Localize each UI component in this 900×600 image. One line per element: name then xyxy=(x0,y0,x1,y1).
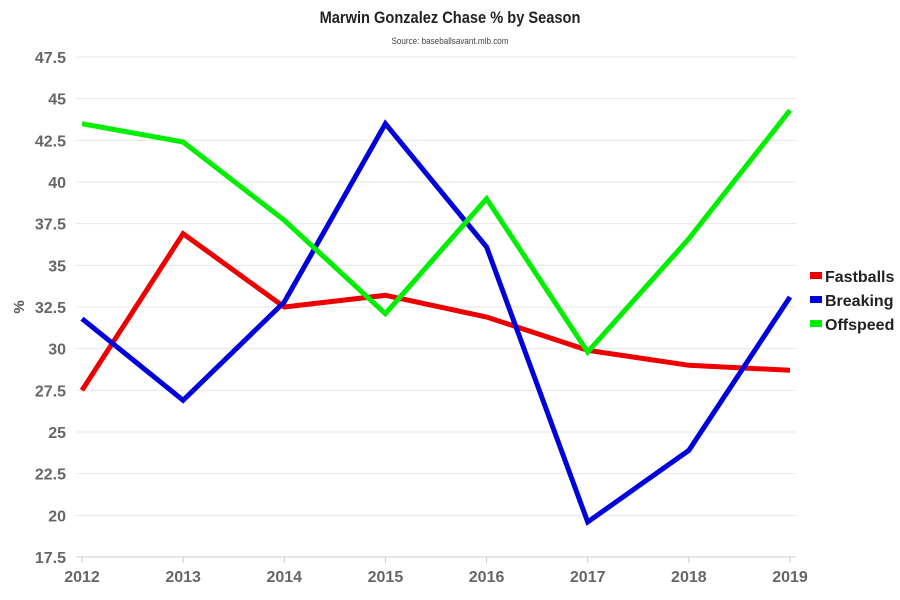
x-tick-label: 2016 xyxy=(469,569,505,586)
series xyxy=(79,108,793,526)
legend: Fastballs Breaking Offspeed xyxy=(810,269,894,334)
y-tick-label: 37.5 xyxy=(35,217,66,234)
y-tick-label: 35 xyxy=(48,258,66,275)
x-tick-label: 2018 xyxy=(671,569,707,586)
y-tick-label: 22.5 xyxy=(35,467,66,484)
series-line-fastballs xyxy=(79,230,791,392)
y-tick-label: 20 xyxy=(48,508,66,525)
y-tick-label: 27.5 xyxy=(35,383,66,400)
series-line-offspeed xyxy=(81,108,792,357)
y-tick-label: 17.5 xyxy=(35,550,66,567)
y-tick-label: 25 xyxy=(48,425,66,442)
x-tick-label: 2019 xyxy=(772,569,808,586)
y-tick-label: 30 xyxy=(48,342,66,359)
y-axis-label: % xyxy=(11,300,28,313)
legend-swatch-fastballs xyxy=(810,272,822,279)
y-tick-label: 47.5 xyxy=(35,50,66,67)
chart-subtitle: Source: baseballsavant.mlb.com xyxy=(391,36,509,46)
grid xyxy=(76,56,796,558)
legend-swatch-breaking xyxy=(810,296,822,303)
y-tick-label: 45 xyxy=(48,92,66,109)
x-tick-label: 2015 xyxy=(368,569,404,586)
y-tick-label: 42.5 xyxy=(35,133,66,150)
legend-label-fastballs: Fastballs xyxy=(825,269,894,286)
y-tick-label: 40 xyxy=(48,175,66,192)
legend-swatch-offspeed xyxy=(810,320,822,327)
x-tick-label: 2013 xyxy=(165,569,201,586)
chart-title: Marwin Gonzalez Chase % by Season xyxy=(319,8,581,27)
legend-label-offspeed: Offspeed xyxy=(825,317,894,334)
x-tick-label: 2017 xyxy=(570,569,606,586)
axes: 17.5 20 22.5 25 27.5 30 32.5 35 37.5 40 42.5 45 47.5… xyxy=(35,50,808,586)
legend-label-breaking: Breaking xyxy=(825,293,893,310)
y-tick-label: 32.5 xyxy=(35,300,66,317)
series-line-breaking xyxy=(80,119,793,526)
x-tick-label: 2012 xyxy=(64,569,100,586)
x-tick-label: 2014 xyxy=(266,569,302,586)
